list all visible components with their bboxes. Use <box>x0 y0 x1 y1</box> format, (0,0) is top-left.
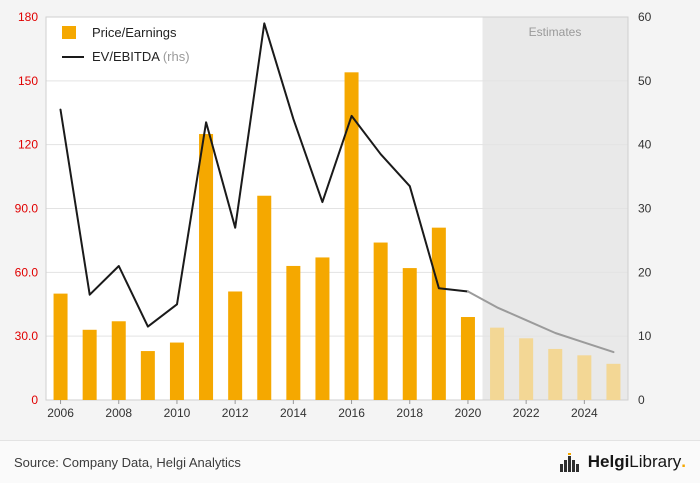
logo-text-library: Library <box>629 452 682 471</box>
right-axis-label: 40 <box>638 138 652 152</box>
legend-item-price-earnings[interactable]: Price/Earnings <box>62 25 190 40</box>
ev-ebitda-line-estimate <box>467 290 615 354</box>
x-axis-label: 2016 <box>338 406 365 420</box>
pe-bar-2023 <box>548 348 563 400</box>
x-axis-label: 2022 <box>513 406 540 420</box>
pe-bar-2013 <box>257 195 272 400</box>
right-axis-label: 60 <box>638 10 652 24</box>
left-axis-label: 30.0 <box>15 329 39 343</box>
pe-bar-2021 <box>490 327 505 400</box>
left-axis-label: 120 <box>18 138 38 152</box>
ev-ebitda-label-main: EV/EBITDA <box>92 49 160 64</box>
pe-bar-2011 <box>199 134 214 400</box>
right-axis-label: 50 <box>638 74 652 88</box>
ev-ebitda-label-rhs: (rhs) <box>159 49 190 64</box>
logo-text-dot: . <box>681 452 686 471</box>
left-axis-label: 150 <box>18 74 38 88</box>
chart-area: 0 30.0 60.0 90.0 120 150 180 0 10 20 30 40 50 60 2006 2… <box>15 10 652 420</box>
pe-bar-2025 <box>606 363 621 400</box>
pe-bar-2012 <box>228 291 243 400</box>
legend-label-ev-ebitda: EV/EBITDA (rhs) <box>92 49 190 64</box>
x-axis-label: 2010 <box>164 406 191 420</box>
pe-bar-2022 <box>519 338 534 400</box>
source-text: Source: Company Data, Helgi Analytics <box>14 454 241 470</box>
legend-marker-box <box>62 26 84 39</box>
x-axis-label: 2024 <box>571 406 598 420</box>
pe-bar-2020 <box>460 317 475 400</box>
helgi-logo-bars-icon <box>559 452 582 472</box>
pe-bar-2015 <box>315 257 330 400</box>
x-axis-label: 2014 <box>280 406 307 420</box>
x-axis-label: 2008 <box>105 406 132 420</box>
helgi-logo-text: HelgiLibrary. <box>588 452 686 472</box>
legend-marker-box <box>62 55 84 58</box>
x-axis-label: 2018 <box>396 406 423 420</box>
right-axis-label: 30 <box>638 202 652 216</box>
right-axis-label: 10 <box>638 329 652 343</box>
pe-bar-2018 <box>402 268 417 400</box>
pe-bar-2019 <box>431 227 446 400</box>
price-earnings-swatch-icon <box>62 26 76 39</box>
left-axis-label: 0 <box>31 393 38 407</box>
legend-item-ev-ebitda[interactable]: EV/EBITDA (rhs) <box>62 49 190 64</box>
estimates-label: Estimates <box>528 25 582 39</box>
plot-border <box>45 16 629 401</box>
combo-chart: 0 30.0 60.0 90.0 120 150 180 0 10 20 30 40 50 60 2006 2… <box>15 10 652 420</box>
legend-label-price-earnings: Price/Earnings <box>92 25 177 40</box>
x-axis-label: 2012 <box>222 406 249 420</box>
pe-bar-2017 <box>373 242 388 400</box>
x-axis-label: 2020 <box>455 406 482 420</box>
pe-bar-2024 <box>577 355 592 400</box>
pe-bar-2008 <box>111 321 126 400</box>
left-axis-label: 180 <box>18 10 38 24</box>
left-axis-label: 90.0 <box>15 202 39 216</box>
legend: Price/Earnings EV/EBITDA (rhs) <box>62 25 190 73</box>
pe-bar-2009 <box>140 351 155 400</box>
pe-bar-2014 <box>286 265 301 400</box>
pe-bar-2007 <box>82 329 97 400</box>
right-axis-label: 0 <box>638 393 645 407</box>
right-axis-label: 20 <box>638 265 652 279</box>
left-axis-label: 60.0 <box>15 265 39 279</box>
pe-bar-2006 <box>53 293 68 400</box>
ev-ebitda-line <box>59 22 469 328</box>
pe-bar-2010 <box>169 342 184 400</box>
ev-ebitda-line-swatch-icon <box>62 55 84 58</box>
logo-text-helgi: Helgi <box>587 452 630 471</box>
x-axis-label: 2006 <box>47 406 74 420</box>
pe-bar-2016 <box>344 72 359 401</box>
helgi-library-logo[interactable]: HelgiLibrary. <box>559 452 686 472</box>
footer: Source: Company Data, Helgi Analytics He… <box>0 440 700 483</box>
